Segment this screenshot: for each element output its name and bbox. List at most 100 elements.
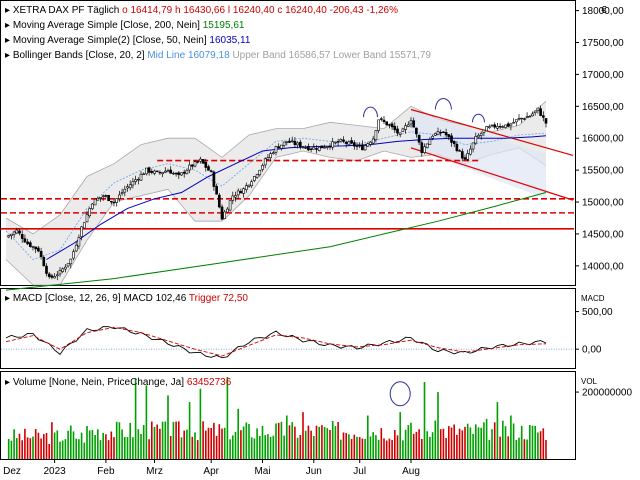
candle <box>234 195 237 198</box>
volume-bar <box>523 439 526 459</box>
volume-bar <box>366 415 369 459</box>
interval: Täglich <box>87 5 119 16</box>
candle <box>236 190 240 196</box>
candle <box>344 141 348 144</box>
candle <box>415 127 418 135</box>
volume-bar <box>32 436 34 459</box>
candle <box>82 222 86 229</box>
candle <box>350 140 353 144</box>
volume-bar <box>285 415 288 459</box>
candle <box>347 141 351 146</box>
candle <box>334 141 337 144</box>
volume-bar <box>377 439 380 459</box>
volume-bar <box>402 440 404 459</box>
candle <box>155 170 159 172</box>
candle <box>382 119 386 122</box>
chart-title: XETRA DAX PF <box>13 5 85 16</box>
candle <box>96 197 100 201</box>
candle <box>193 161 197 167</box>
candle <box>361 144 364 151</box>
candle <box>307 146 310 151</box>
price-panel <box>0 0 576 286</box>
macd-trigger-line <box>5 326 547 357</box>
volume-bar <box>59 441 61 459</box>
volume-bar <box>148 439 150 459</box>
candle <box>393 125 397 131</box>
volume-bar <box>69 425 72 459</box>
macd-axis-title: MACD <box>581 294 605 303</box>
quote-low-label: l <box>228 5 230 16</box>
candle <box>493 124 497 128</box>
candle <box>28 242 32 247</box>
volume-bar <box>48 444 51 459</box>
volume-bar <box>83 442 86 459</box>
candle <box>255 174 259 178</box>
candle <box>263 158 267 166</box>
volume-bar <box>191 436 194 459</box>
volume-bar <box>237 408 240 459</box>
candle <box>45 265 48 274</box>
volume-bar <box>188 402 191 459</box>
volume-bar <box>132 437 134 459</box>
candle <box>369 141 372 145</box>
volume-bar <box>372 432 375 459</box>
volume-bar <box>531 425 534 459</box>
volume-header: ▸ Volume [None, Nein, PriceChange, Ja] 6… <box>5 377 232 388</box>
candle <box>425 143 429 149</box>
volume-panel <box>0 371 576 460</box>
candle <box>199 158 202 162</box>
volume-bar <box>272 435 275 459</box>
trend-channel-lower <box>410 147 574 201</box>
legend-ma50: ▸ Moving Average Simple(2) [Close, 50, N… <box>5 35 251 46</box>
title-marker: ▸ <box>5 5 10 16</box>
volume-bar <box>37 432 40 459</box>
candle <box>261 165 264 170</box>
bb-mid-value: 16079,18 <box>188 50 230 61</box>
volume-bar <box>123 436 126 459</box>
volume-bar <box>242 426 245 459</box>
candle <box>433 133 437 136</box>
volume-bar <box>369 436 372 459</box>
candle <box>544 118 548 124</box>
volume-bar <box>426 431 429 459</box>
candle <box>74 244 78 252</box>
volume-bar <box>167 395 169 459</box>
candle <box>474 136 478 144</box>
candle <box>34 246 38 250</box>
candle <box>163 170 167 173</box>
currency-label: € <box>601 5 607 16</box>
candle <box>50 275 54 278</box>
volume-bar <box>102 432 105 459</box>
candle <box>42 257 46 267</box>
bb-lower-label: Lower Band <box>333 50 386 61</box>
volume-bar <box>277 422 280 459</box>
volume-bar <box>280 421 283 459</box>
candle <box>390 123 394 128</box>
candle <box>72 251 75 259</box>
volume-params: [None, Nein, PriceChange, Ja] <box>49 377 184 388</box>
volume-bar <box>40 438 42 459</box>
volume-bar <box>253 438 256 459</box>
bb-upper-label: Upper Band <box>232 50 285 61</box>
candle <box>37 247 40 252</box>
volume-bar <box>234 431 237 459</box>
candle <box>323 147 326 149</box>
candle <box>217 194 221 208</box>
candle <box>10 233 13 236</box>
volume-bar <box>537 432 539 459</box>
volume-bar <box>496 402 499 459</box>
candle <box>147 167 151 173</box>
volume-bar <box>434 420 437 459</box>
candle <box>55 274 59 277</box>
candle <box>336 141 340 143</box>
candle <box>536 107 540 112</box>
volume-bar <box>145 385 148 459</box>
volume-bar <box>423 382 426 459</box>
legend-marker: ▸ <box>5 293 10 304</box>
volume-bar <box>474 424 477 459</box>
volume-bar <box>348 434 350 459</box>
volume-bar <box>134 378 137 459</box>
price-header: ▸ XETRA DAX PF Täglich o 16414,79 h 1643… <box>5 5 398 16</box>
volume-bar <box>447 426 450 459</box>
candle <box>161 172 164 175</box>
